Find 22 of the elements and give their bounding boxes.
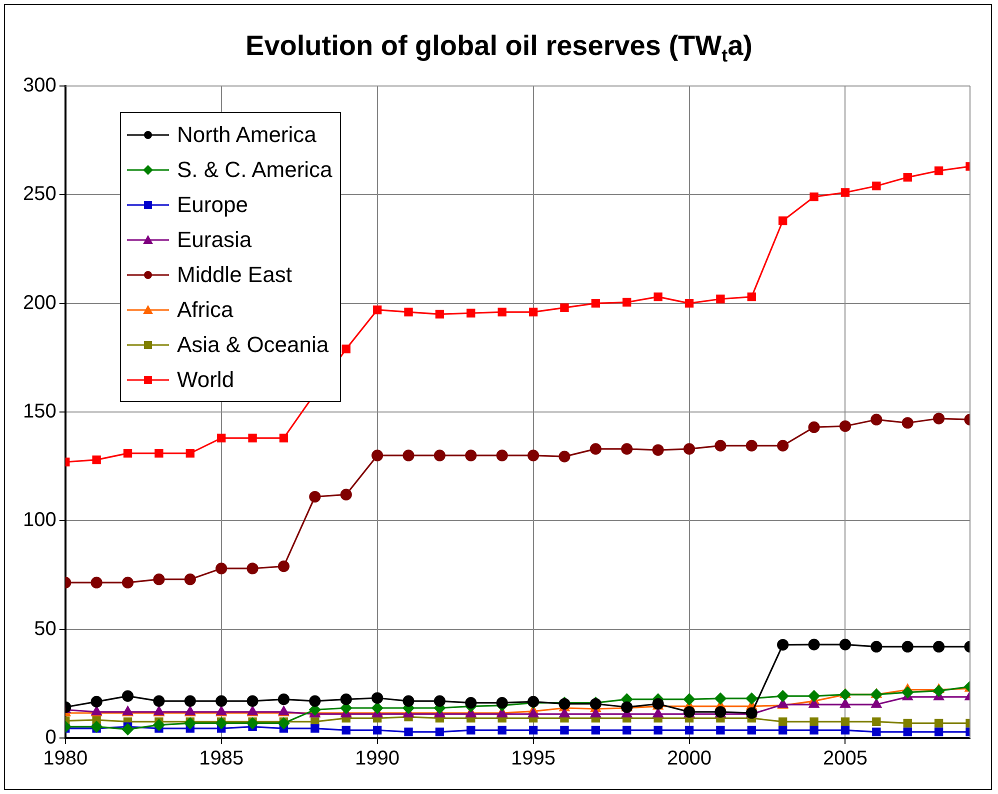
y-tick-label: 100 xyxy=(22,509,56,532)
legend-label: Middle East xyxy=(177,262,292,288)
x-tick-label: 1985 xyxy=(199,748,244,770)
y-tick-label: 250 xyxy=(22,183,56,206)
legend-label: Europe xyxy=(177,192,248,218)
legend-label: World xyxy=(177,366,234,392)
y-tick-label: 300 xyxy=(22,74,56,97)
legend-label: North America xyxy=(177,122,316,148)
y-tick-label: 200 xyxy=(22,292,56,314)
x-tick-label: 2005 xyxy=(822,748,868,770)
legend-label: Africa xyxy=(177,296,234,322)
chart-title: Evolution of global oil reserves (TW$_{t}$a) xyxy=(244,30,754,67)
legend-label: Asia & Oceania xyxy=(177,332,329,358)
legend-label: S. & C. America xyxy=(177,156,332,182)
y-tick-label: 0 xyxy=(45,726,56,749)
legend-label: Eurasia xyxy=(177,226,252,252)
x-tick-label: 1990 xyxy=(355,748,400,770)
y-tick-label: 150 xyxy=(22,400,56,423)
y-tick-label: 50 xyxy=(34,618,56,640)
x-tick-label: 1980 xyxy=(43,748,88,770)
x-tick-label: 2000 xyxy=(667,748,712,770)
x-tick-label: 1995 xyxy=(511,748,556,770)
